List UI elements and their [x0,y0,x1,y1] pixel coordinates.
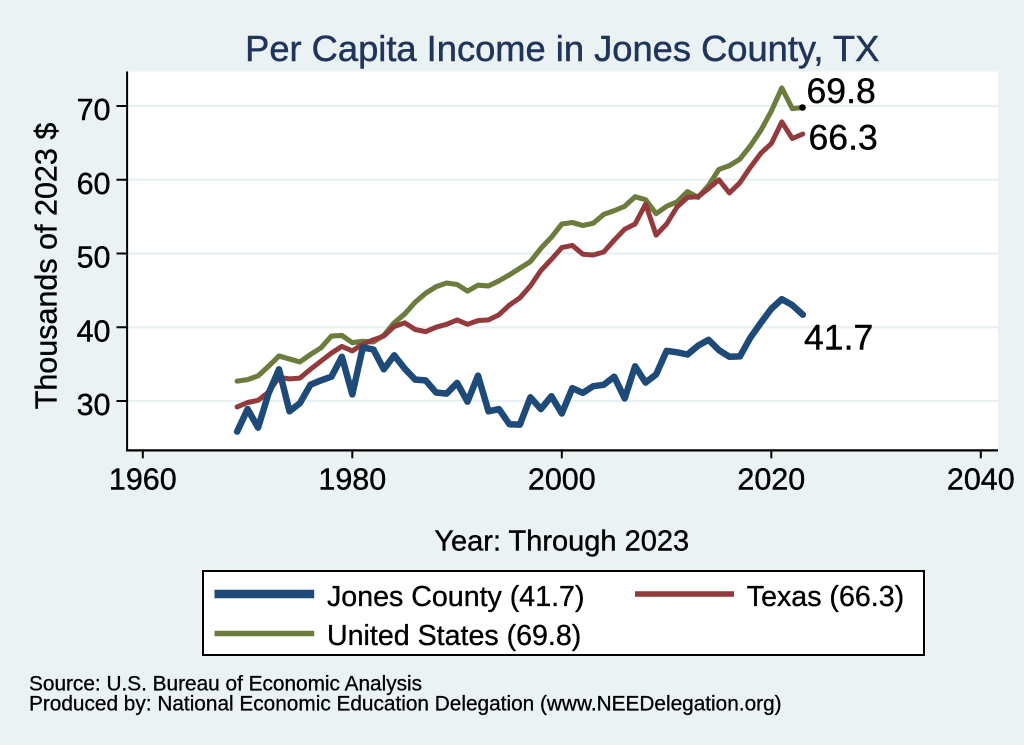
svg-text:2040: 2040 [947,463,1015,497]
svg-text:Produced by: National Economic: Produced by: National Economic Education… [29,693,782,716]
svg-text:50: 50 [77,241,111,275]
svg-text:1980: 1980 [318,463,386,497]
svg-text:2000: 2000 [528,463,596,497]
svg-text:66.3: 66.3 [809,117,878,157]
svg-text:69.8: 69.8 [807,71,876,111]
svg-text:Texas (66.3): Texas (66.3) [747,581,904,613]
svg-text:1960: 1960 [109,463,177,497]
svg-text:Year: Through 2023: Year: Through 2023 [434,525,689,557]
svg-text:Source: U.S. Bureau of Economi: Source: U.S. Bureau of Economic Analysis [29,673,422,696]
svg-text:Jones County (41.7): Jones County (41.7) [327,581,584,613]
svg-text:United States (69.8): United States (69.8) [327,620,581,652]
svg-text:2020: 2020 [737,463,805,497]
svg-text:70: 70 [77,93,111,127]
svg-text:41.7: 41.7 [804,317,873,357]
svg-text:Thousands of 2023 $: Thousands of 2023 $ [29,123,63,410]
svg-text:Per Capita Income in Jones Cou: Per Capita Income in Jones County, TX [245,28,879,69]
svg-text:60: 60 [77,167,111,201]
svg-text:40: 40 [77,314,111,348]
svg-text:30: 30 [77,388,111,422]
